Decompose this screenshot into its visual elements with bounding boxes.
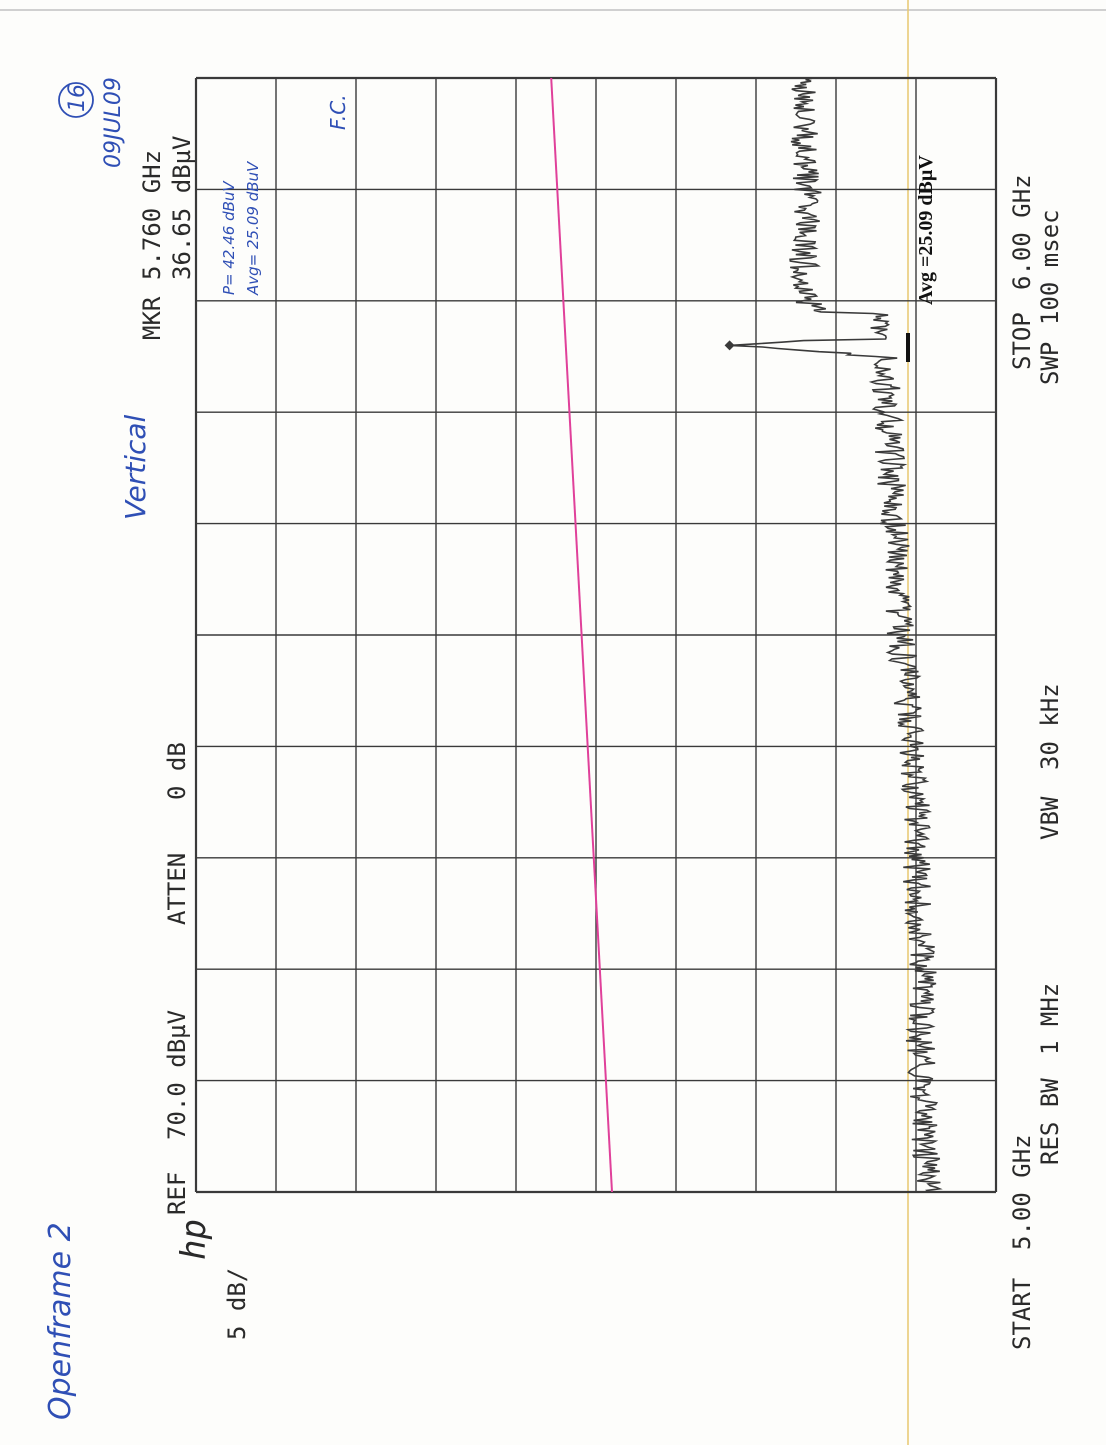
instrument-header: hp REF 70.0 dBµV ATTEN 0 dB 5 dB/ MKR 5.… [138,136,251,1341]
start-freq: 5.00 GHz [1008,1134,1036,1250]
page-number-circle [58,82,94,118]
page-number: 16 [65,84,90,112]
marker-level: 36.65 dBµV [168,136,196,281]
ref-label: REF [163,1172,191,1215]
marker-label: MKR [138,296,166,340]
peak-note: P= 42.46 dBuV [220,180,238,295]
sweep-label: SWP [1036,342,1064,385]
initials-note: F.C. [326,94,350,130]
rbw-value: 1 MHz [1036,983,1064,1055]
measured-trace [729,77,943,1193]
start-label: START [1008,1278,1036,1350]
sweep-value: 100 msec [1036,209,1064,325]
avg-note: Avg= 25.09 dBuV [244,160,262,296]
vbw-value: 30 kHz [1036,683,1064,770]
date-note: 09JUL09 [101,77,126,168]
marker-freq: 5.760 GHz [138,150,166,280]
vbw-label: VBW [1036,796,1064,840]
hp-logo: hp [174,1219,214,1260]
limit-line [550,77,613,1193]
atten-label: ATTEN [163,853,191,925]
atten-value: 0 dB [163,742,191,800]
device-name: Openframe 2 [43,1222,78,1420]
graticule [194,76,998,1194]
stop-freq: 6.00 GHz [1008,174,1036,290]
rbw-label: RES BW [1036,1078,1064,1165]
handwritten-notes: Openframe 2 Vertical 16 09JUL09 P= 42.46… [43,77,350,1420]
marker-diamond [724,340,735,351]
ref-level: 70.0 dBµV [163,1010,191,1140]
traces [550,77,943,1193]
scale-label: 5 dB/ [223,1268,251,1340]
avg-stamp: Avg =25.09 dBµV [915,155,937,305]
stop-label: STOP [1008,312,1036,370]
polarization-note: Vertical [119,414,152,520]
instrument-footer: START 5.00 GHz RES BW 1 MHz VBW 30 kHz S… [1008,174,1064,1350]
